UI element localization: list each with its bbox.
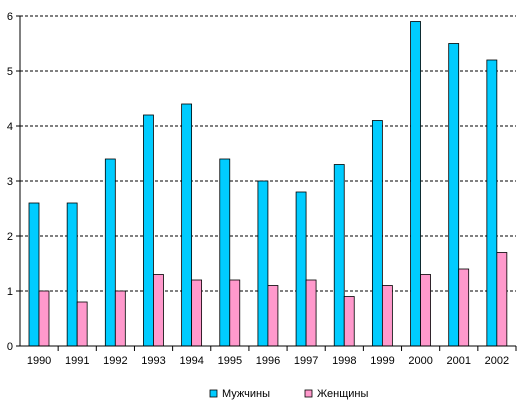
x-tick-label: 1992 xyxy=(103,355,127,367)
bar-men-1999 xyxy=(371,120,383,347)
x-ticks: 1990 1991 1992 1993 1994 1995 1996 1997 1998 1999… xyxy=(27,346,517,367)
x-tick-label: 2000 xyxy=(408,355,432,367)
bar-women-2000 xyxy=(420,274,431,347)
bar-women-1990 xyxy=(38,290,50,347)
bar-women-1993 xyxy=(153,274,164,347)
bar-men-1990 xyxy=(28,202,40,347)
bar-men-1993 xyxy=(143,114,154,347)
bar-women-1997 xyxy=(305,279,317,347)
bar-women-1999 xyxy=(381,285,393,347)
x-tick-label: 1999 xyxy=(370,355,394,367)
y-tick-label: 5 xyxy=(7,66,13,78)
bar-men-1992 xyxy=(104,158,116,347)
x-tick-label: 1996 xyxy=(256,355,280,367)
x-tick-label: 1994 xyxy=(179,355,203,367)
y-tick-label: 2 xyxy=(7,231,13,243)
bar-men-2000 xyxy=(410,21,421,347)
y-tick-label: 4 xyxy=(7,121,13,133)
x-tick-label: 2001 xyxy=(447,355,471,367)
bar-women-1998 xyxy=(343,296,355,347)
y-tick-label: 0 xyxy=(7,341,13,353)
bar-men-2002 xyxy=(486,59,498,347)
bar-women-1996 xyxy=(267,285,279,347)
bar-women-1991 xyxy=(76,301,88,347)
y-tick-label: 6 xyxy=(7,11,13,23)
bar-women-1992 xyxy=(114,290,126,347)
legend-label-women: Женщины xyxy=(317,388,368,400)
y-tick-label: 1 xyxy=(7,286,13,298)
bar-men-1995 xyxy=(219,158,231,347)
bar-men-1996 xyxy=(257,180,269,347)
legend-swatch-men xyxy=(209,389,218,398)
y-tick-label: 3 xyxy=(7,176,13,188)
bar-women-1994 xyxy=(191,279,203,347)
bar-men-2001 xyxy=(448,43,460,347)
legend-label-men: Мужчины xyxy=(222,388,270,400)
legend: Мужчины Женщины xyxy=(209,388,368,400)
x-tick-label: 1991 xyxy=(65,355,89,367)
bars xyxy=(28,21,508,347)
x-tick-label: 1990 xyxy=(27,355,51,367)
bar-men-1991 xyxy=(66,202,78,347)
x-tick-label: 1993 xyxy=(141,355,165,367)
bar-women-2002 xyxy=(496,252,508,347)
bar-women-2001 xyxy=(458,268,470,347)
x-tick-label: 1997 xyxy=(294,355,318,367)
bar-men-1998 xyxy=(333,164,345,347)
x-tick-label: 1998 xyxy=(332,355,356,367)
bar-men-1997 xyxy=(295,191,307,347)
x-tick-label: 1995 xyxy=(218,355,242,367)
legend-swatch-women xyxy=(304,389,313,398)
x-tick-label: 2002 xyxy=(485,355,509,367)
y-ticks: 0 1 2 3 4 5 6 xyxy=(7,11,20,353)
bar-men-1994 xyxy=(181,103,193,347)
bar-women-1995 xyxy=(229,279,241,347)
